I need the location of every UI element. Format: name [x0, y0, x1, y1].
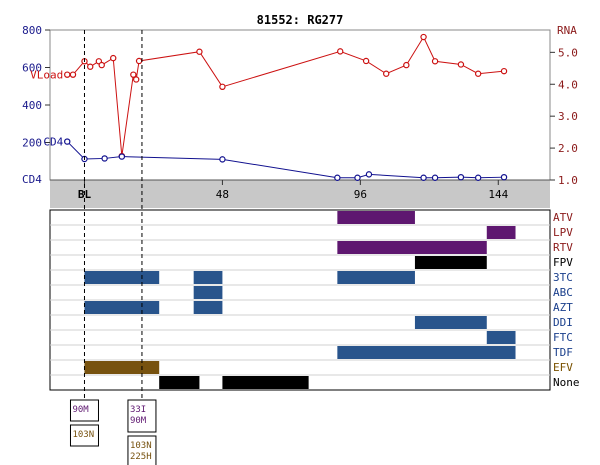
- mutation-label: 90M: [130, 416, 147, 426]
- y-right-ticks: 5.0 4.0 3.0 2.0 1.0: [550, 46, 578, 187]
- series-point-vload: [500, 67, 508, 75]
- series-layer: VLoad CD4: [30, 33, 508, 181]
- x-axis-band: [50, 180, 550, 208]
- regimen-bar-efv: [84, 361, 160, 374]
- series-point-vload: [362, 57, 370, 65]
- regimen-label-abc: ABC: [553, 286, 573, 299]
- regimen-label-lpv: LPV: [553, 226, 573, 239]
- regimen-bar-ddi: [414, 316, 487, 329]
- regimen-bar-azt: [84, 301, 160, 314]
- series-point-cd4: [457, 173, 465, 181]
- chart-title: 81552: RG277: [257, 13, 344, 27]
- regimen-bar-3tc: [337, 271, 415, 284]
- series-point-cd4: [420, 174, 427, 181]
- series-point-cd4: [500, 173, 508, 181]
- series-point-vload: [383, 70, 390, 77]
- regimen-bar-abc: [193, 286, 223, 299]
- series-point-vload: [337, 48, 344, 55]
- series-point-cd4: [365, 171, 373, 178]
- regimen-bar-fpv: [414, 256, 487, 269]
- y-left-ticks: 800 600 400 200: [22, 24, 50, 150]
- regimen-label-azt: AZT: [553, 301, 573, 314]
- y-left-axis-label: CD4: [22, 173, 42, 186]
- regimen-bar-ftc: [486, 331, 516, 344]
- y-right-tick-label: 4.0: [558, 78, 578, 91]
- series-point-vload: [98, 61, 105, 69]
- regimen-label-ftc: FTC: [553, 331, 573, 344]
- series-point-vload: [64, 71, 71, 78]
- y-right-tick-label: 1.0: [558, 174, 578, 187]
- series-point-vload: [130, 71, 137, 78]
- regimen-bar-none: [159, 376, 200, 389]
- mutation-label: 103N: [72, 430, 94, 440]
- series-point-vload: [403, 61, 410, 69]
- series-point-cd4: [474, 174, 482, 181]
- regimen-bar-atv: [337, 211, 415, 224]
- mutation-label: 103N: [130, 441, 152, 451]
- series-label-vload: VLoad: [30, 69, 63, 82]
- regimen-bar-none: [222, 376, 309, 389]
- series-point-vload: [431, 58, 439, 65]
- regimen-bar-azt: [193, 301, 223, 314]
- y-left-tick-label: 600: [22, 62, 42, 75]
- regimen-label-efv: EFV: [553, 361, 573, 374]
- regimen-label-3tc: 3TC: [553, 271, 573, 284]
- y-right-tick-label: 2.0: [558, 142, 578, 155]
- mutation-label: 90M: [72, 405, 89, 415]
- mutation-label: 33I: [130, 405, 146, 415]
- series-point-cd4: [219, 156, 226, 163]
- series-point-cd4: [334, 174, 341, 181]
- x-tick-label: 48: [216, 188, 229, 201]
- regimen-label-fpv: FPV: [553, 256, 573, 269]
- y-right-axis-label: RNA: [557, 24, 577, 37]
- regimen-label-atv: ATV: [553, 211, 573, 224]
- regimen-bar-rtv: [337, 241, 487, 254]
- series-point-cd4: [101, 155, 108, 162]
- mutation-box: [69, 424, 99, 447]
- regimen-label-ddi: DDI: [553, 316, 573, 329]
- series-point-vload: [219, 83, 226, 91]
- regimen-label-rtv: RTV: [553, 241, 573, 254]
- series-point-cd4: [64, 138, 71, 145]
- series-point-vload: [110, 54, 117, 62]
- x-tick-label: 144: [488, 188, 508, 201]
- y-left-tick-label: 800: [22, 24, 42, 37]
- mutation-box: [69, 399, 99, 422]
- y-right-tick-label: 5.0: [558, 46, 578, 59]
- series-point-vload: [69, 71, 77, 78]
- series-point-cd4: [354, 174, 361, 181]
- series-point-vload: [474, 70, 482, 77]
- series-point-cd4: [118, 153, 126, 160]
- series-point-cd4: [431, 174, 439, 181]
- regimen-label-tdf: TDF: [553, 346, 573, 359]
- regimen-bar-tdf: [337, 346, 516, 359]
- series-point-vload: [133, 76, 140, 83]
- series-point-vload: [87, 63, 94, 70]
- y-left-tick-label: 200: [22, 137, 42, 150]
- y-right-tick-label: 3.0: [558, 110, 578, 123]
- series-point-vload: [420, 33, 427, 41]
- series-point-vload: [196, 48, 203, 55]
- series-point-vload: [135, 57, 143, 65]
- mutation-label: 225H: [130, 452, 152, 462]
- regimen-rows: ATV LPV RTV FPV 3TC ABC AZT DDI FTC TDF EFV None: [50, 211, 580, 389]
- y-left-tick-label: 400: [22, 99, 42, 112]
- series-point-vload: [457, 61, 465, 68]
- series-label-cd4: CD4: [43, 136, 63, 149]
- mutation-box: [127, 399, 157, 433]
- regimen-bar-lpv: [486, 226, 516, 239]
- x-tick-label: 96: [354, 188, 367, 201]
- regimen-bar-3tc: [193, 271, 223, 284]
- series-line-vload: [67, 35, 505, 157]
- regimen-bar-3tc: [84, 271, 160, 284]
- regimen-label-none: None: [553, 376, 580, 389]
- mutation-box: [127, 435, 157, 465]
